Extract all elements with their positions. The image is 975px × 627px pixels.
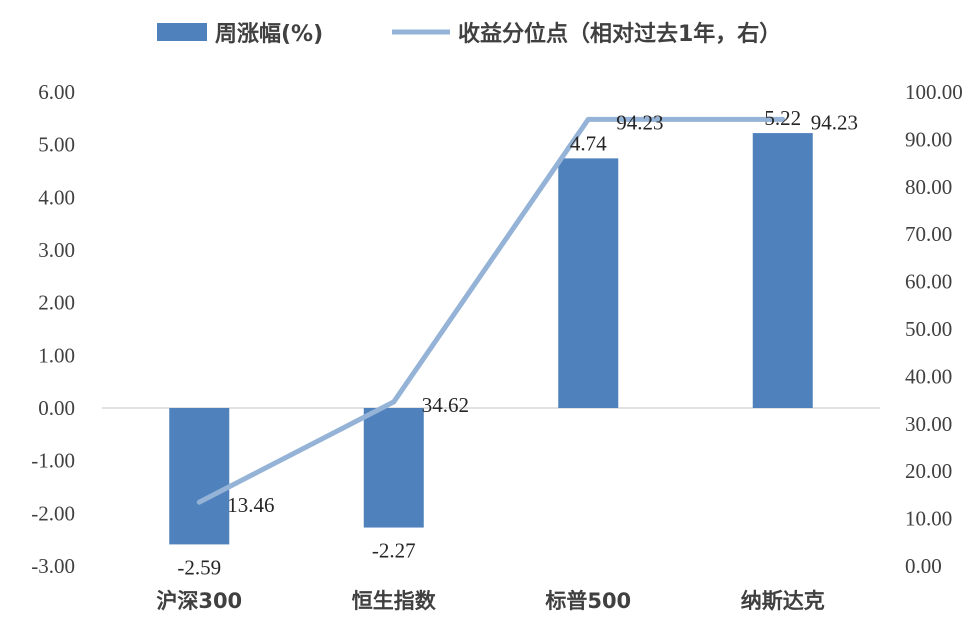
bar bbox=[752, 133, 813, 408]
bar bbox=[169, 408, 230, 545]
line-data-label: 13.46 bbox=[227, 493, 274, 517]
right-axis-tick-label: 0.00 bbox=[905, 554, 942, 578]
category-label: 恒生指数 bbox=[352, 589, 437, 613]
right-axis-tick-label: 60.00 bbox=[905, 270, 952, 294]
legend-bar-label: 周涨幅(%) bbox=[215, 22, 323, 47]
bar bbox=[363, 408, 424, 528]
bar-data-label: 5.22 bbox=[764, 106, 801, 130]
right-axis-tick-label: 100.00 bbox=[905, 80, 963, 104]
line-data-label: 94.23 bbox=[811, 110, 858, 134]
left-axis-tick-label: -3.00 bbox=[31, 554, 75, 578]
bar-data-label: -2.59 bbox=[177, 555, 221, 579]
left-axis-tick-label: 1.00 bbox=[38, 343, 75, 367]
legend: 周涨幅(%) 收益分位点（相对过去1年，右） bbox=[157, 21, 781, 47]
category-label: 标普500 bbox=[545, 589, 631, 613]
line-series bbox=[196, 116, 786, 505]
line-data-labels: 13.46 34.62 94.23 94.23 bbox=[227, 110, 858, 517]
category-axis: 沪深300 恒生指数 标普500 纳斯达克 bbox=[156, 589, 824, 613]
left-axis-tick-label: 4.00 bbox=[38, 185, 75, 209]
legend-line-label: 收益分位点（相对过去1年，右） bbox=[458, 21, 781, 47]
left-axis-tick-label: -2.00 bbox=[31, 501, 75, 525]
left-axis-tick-label: 5.00 bbox=[38, 133, 75, 157]
bar bbox=[558, 158, 619, 408]
category-label: 沪深300 bbox=[156, 589, 242, 613]
right-axis: 100.00 90.00 80.00 70.00 60.00 50.00 40.00 30.0… bbox=[905, 80, 963, 578]
left-axis-tick-label: -1.00 bbox=[31, 449, 75, 473]
line-data-label: 94.23 bbox=[616, 110, 663, 134]
right-axis-tick-label: 90.00 bbox=[905, 127, 952, 151]
bar-data-label: 4.74 bbox=[570, 131, 607, 155]
left-axis-tick-label: 2.00 bbox=[38, 291, 75, 315]
bar-data-label: -2.27 bbox=[372, 539, 416, 563]
category-label: 纳斯达克 bbox=[741, 589, 825, 613]
legend-bar-swatch bbox=[157, 23, 207, 41]
left-axis-tick-label: 0.00 bbox=[38, 396, 75, 420]
right-axis-tick-label: 40.00 bbox=[905, 364, 952, 388]
right-axis-tick-label: 70.00 bbox=[905, 222, 952, 246]
left-axis-tick-label: 3.00 bbox=[38, 238, 75, 262]
bar-series bbox=[169, 133, 813, 545]
bar-data-labels: -2.59 -2.27 4.74 5.22 bbox=[177, 106, 801, 579]
right-axis-tick-label: 10.00 bbox=[905, 507, 952, 531]
left-axis: 6.00 5.00 4.00 3.00 2.00 1.00 0.00 -1.00 -2.00 -3… bbox=[31, 80, 75, 578]
right-axis-tick-label: 50.00 bbox=[905, 317, 952, 341]
line-path bbox=[196, 116, 786, 505]
right-axis-tick-label: 20.00 bbox=[905, 459, 952, 483]
right-axis-tick-label: 80.00 bbox=[905, 175, 952, 199]
right-axis-tick-label: 30.00 bbox=[905, 412, 952, 436]
left-axis-tick-label: 6.00 bbox=[38, 80, 75, 104]
line-data-label: 34.62 bbox=[422, 393, 469, 417]
